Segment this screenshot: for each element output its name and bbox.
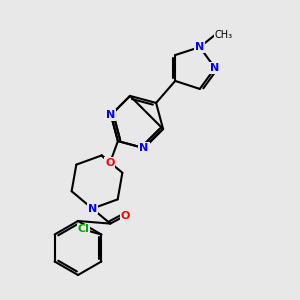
Text: N: N (140, 143, 148, 153)
Text: O: O (105, 158, 115, 168)
Text: O: O (121, 211, 130, 220)
Text: Cl: Cl (77, 224, 89, 235)
Text: N: N (106, 110, 116, 120)
Text: CH₃: CH₃ (215, 30, 233, 40)
Text: N: N (195, 42, 204, 52)
Text: N: N (210, 63, 220, 73)
Text: N: N (88, 204, 97, 214)
